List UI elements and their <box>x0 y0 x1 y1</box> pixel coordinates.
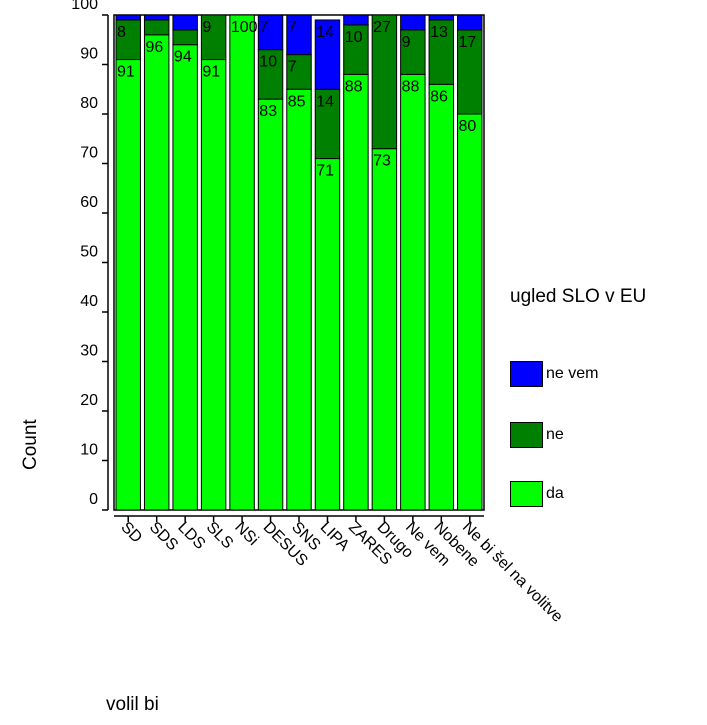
y-tick-label: 100 <box>71 0 98 13</box>
y-tick-label: 50 <box>80 244 98 261</box>
data-label: 91 <box>202 64 220 81</box>
data-label: 10 <box>345 29 363 46</box>
bar-segment <box>143 34 170 511</box>
y-tick-label: 10 <box>80 442 98 459</box>
data-label: 14 <box>316 93 334 110</box>
bar-segment <box>257 49 284 100</box>
data-label: 7 <box>288 59 297 76</box>
legend-label-da: da <box>546 485 564 502</box>
y-tick-label: 30 <box>80 343 98 360</box>
bar-segment <box>200 59 227 511</box>
bar-segment <box>314 19 341 90</box>
x-tick-label: NSi <box>231 519 261 549</box>
bar-segment <box>457 29 483 115</box>
bar-segment <box>172 44 198 511</box>
data-label: 96 <box>145 39 163 56</box>
x-tick-label: SD <box>117 519 145 547</box>
bar-segment <box>457 113 483 511</box>
bar-segment <box>257 98 284 511</box>
bar-segment <box>428 83 455 511</box>
bar-segment <box>400 14 426 31</box>
bar-segment <box>286 14 312 56</box>
bar-segment <box>343 24 369 75</box>
data-label: 88 <box>345 78 363 95</box>
bar-segment <box>143 19 170 36</box>
bar-segment <box>457 14 483 31</box>
data-label: 13 <box>430 24 448 41</box>
x-tick-label: Ne bi šel na volitve <box>459 519 566 626</box>
y-tick-label: 40 <box>80 293 98 310</box>
data-label: 73 <box>373 153 391 170</box>
x-tick-label: LIPA <box>317 519 353 555</box>
bar-segment <box>115 59 141 511</box>
bar-segment <box>286 88 312 511</box>
legend-item-ne-vem: ne vem <box>510 361 598 387</box>
bar-segment <box>257 14 284 51</box>
data-label: 86 <box>430 88 448 105</box>
plot-area: 0 10 20 30 40 50 60 70 80 90 100 91 8 SD 96 SDS 94 LDS 91 9… <box>71 0 566 626</box>
legend-item-da: da <box>510 481 564 507</box>
bar-segment <box>200 14 227 61</box>
bar-segment <box>172 29 198 46</box>
legend-swatch-ne-vem <box>510 361 543 387</box>
x-tick-label: SDS <box>146 519 181 554</box>
y-axis-title: Count <box>20 419 41 470</box>
data-label: 27 <box>373 19 391 36</box>
data-label: 9 <box>202 19 211 36</box>
bar-segment <box>115 14 141 21</box>
data-label: 71 <box>316 163 334 180</box>
bar-segment <box>428 14 455 21</box>
data-label: 7 <box>259 19 268 36</box>
bar-segment <box>343 14 369 26</box>
bar-segment <box>343 73 369 511</box>
data-label: 94 <box>174 49 192 66</box>
data-label: 88 <box>402 78 420 95</box>
data-label: 14 <box>316 24 334 41</box>
legend-item-ne: ne <box>510 422 564 448</box>
bar-segment <box>400 73 426 511</box>
data-label: 83 <box>259 103 277 120</box>
data-label: 10 <box>259 54 277 71</box>
y-tick-label: 90 <box>80 46 98 63</box>
y-tick-label: 0 <box>89 491 98 508</box>
legend-label-ne: ne <box>546 426 564 443</box>
legend-label-ne-vem: ne vem <box>546 365 599 382</box>
y-tick-label: 20 <box>80 392 98 409</box>
bar-segment <box>229 14 255 511</box>
y-tick-label: 60 <box>80 194 98 211</box>
bar-segment <box>143 14 170 21</box>
legend-swatch-ne <box>510 422 543 448</box>
data-label: 85 <box>288 93 306 110</box>
data-label: 7 <box>288 19 297 36</box>
bar-segment <box>314 88 341 160</box>
data-label: 9 <box>402 34 411 51</box>
data-label: 17 <box>459 34 477 51</box>
x-tick-label: SLS <box>203 519 236 552</box>
legend-swatch-da <box>510 481 543 507</box>
bar-segment <box>172 14 198 31</box>
legend: ugled SLO v EU ne vem ne da <box>510 286 647 507</box>
data-label: 80 <box>459 118 477 135</box>
y-tick-label: 70 <box>80 145 98 162</box>
x-axis-title: volil bi <box>106 694 159 715</box>
bar-segment <box>371 148 398 511</box>
bar-segment <box>371 14 398 150</box>
y-tick-label: 80 <box>80 95 98 112</box>
x-tick-label: LDS <box>174 519 208 553</box>
data-label: 100 <box>231 19 258 36</box>
data-label: 8 <box>117 24 126 41</box>
data-label: 91 <box>117 64 135 81</box>
bar-segment <box>314 158 341 511</box>
legend-title: ugled SLO v EU <box>510 286 647 307</box>
